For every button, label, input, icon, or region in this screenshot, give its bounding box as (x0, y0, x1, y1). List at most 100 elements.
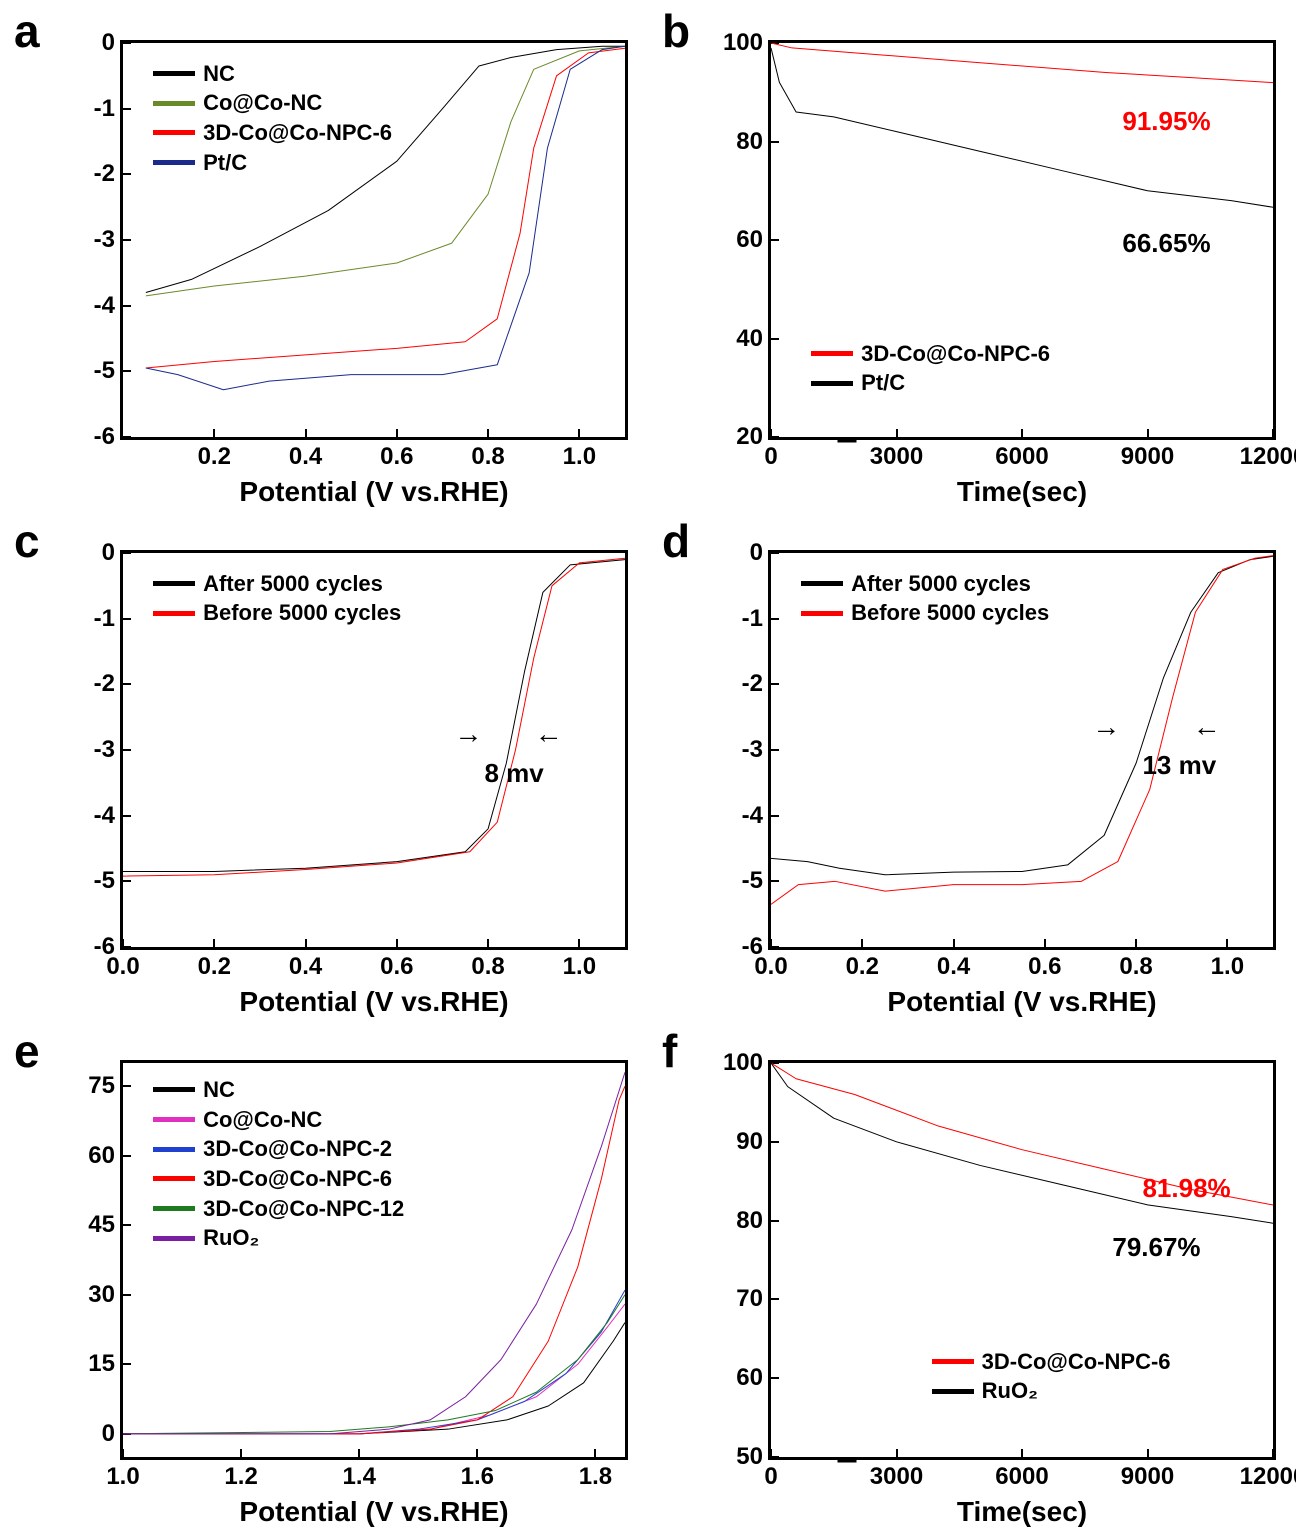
plot-area: 0.00.20.40.60.81.0-6-5-4-3-2-10After 500… (768, 550, 1276, 950)
legend-label: 3D-Co@Co-NPC-6 (203, 118, 392, 148)
legend-swatch (932, 1389, 974, 1394)
legend-label: 3D-Co@Co-NPC-12 (203, 1194, 404, 1224)
x-tick-label: 0.2 (846, 953, 879, 981)
y-tick-label: -3 (94, 736, 115, 764)
x-tick-label: 0.8 (471, 953, 504, 981)
x-tick-label: 12000 (1240, 1463, 1296, 1491)
legend: After 5000 cyclesBefore 5000 cycles (801, 569, 1049, 628)
series-line (123, 1323, 625, 1434)
plot-area: 1.01.21.41.61.801530456075NCCo@Co-NC3D-C… (120, 1060, 628, 1460)
y-tick-label: -5 (742, 867, 763, 895)
legend-label: Pt/C (861, 368, 905, 398)
legend-label: NC (203, 59, 235, 89)
arrow-annotation: ← (535, 718, 563, 750)
y-tick-label: 100 (723, 29, 763, 57)
legend-item: Co@Co-NC (153, 1105, 404, 1135)
y-tick-label: 80 (736, 1207, 763, 1235)
text-annotation: 91.95% (1122, 106, 1210, 137)
panel-label: d (662, 514, 690, 568)
panel-f: fRelative current density (%)Time(sec)03… (658, 1030, 1286, 1530)
x-axis-label: Time(sec) (768, 1496, 1276, 1528)
x-tick-label: 0 (764, 443, 777, 471)
legend: 3D-Co@Co-NPC-6RuO₂ (932, 1347, 1171, 1406)
x-tick-label: 9000 (1121, 443, 1174, 471)
y-tick-label: 60 (736, 1364, 763, 1392)
legend-swatch (153, 101, 195, 106)
legend-item: 3D-Co@Co-NPC-6 (153, 1164, 404, 1194)
legend-label: 3D-Co@Co-NPC-6 (203, 1164, 392, 1194)
y-tick-label: -2 (742, 670, 763, 698)
y-tick-label: -2 (94, 160, 115, 188)
plot-area: 03000600090001200050607080901003D-Co@Co-… (768, 1060, 1276, 1460)
legend-swatch (153, 1117, 195, 1122)
panel-c: cCurrent density (mA cm⁻²)Potential (V v… (10, 520, 638, 1020)
legend-label: 3D-Co@Co-NPC-2 (203, 1134, 392, 1164)
legend-label: NC (203, 1075, 235, 1105)
arrow-annotation: ← (1193, 711, 1221, 743)
legend-swatch (153, 1176, 195, 1181)
legend: NCCo@Co-NC3D-Co@Co-NPC-23D-Co@Co-NPC-63D… (153, 1075, 404, 1253)
arrow-annotation: → (454, 718, 482, 750)
y-tick-label: -1 (94, 95, 115, 123)
y-tick-label: -4 (94, 292, 115, 320)
y-tick-label: -1 (742, 605, 763, 633)
x-tick-label: 1.0 (1211, 953, 1244, 981)
legend-item: NC (153, 59, 392, 89)
y-tick-label: -5 (94, 357, 115, 385)
legend-item: After 5000 cycles (153, 569, 401, 599)
legend-label: After 5000 cycles (203, 569, 383, 599)
x-tick-label: 0.8 (471, 443, 504, 471)
y-tick-label: -6 (94, 933, 115, 961)
y-tick-label: -6 (94, 423, 115, 451)
legend-swatch (801, 581, 843, 586)
x-tick-label: 0.4 (289, 953, 322, 981)
legend-swatch (153, 130, 195, 135)
legend-item: 3D-Co@Co-NPC-6 (153, 118, 392, 148)
text-annotation: 79.67% (1112, 1232, 1200, 1263)
y-tick-label: -3 (742, 736, 763, 764)
x-axis-label: Potential (V vs.RHE) (120, 986, 628, 1018)
y-tick-label: -4 (742, 802, 763, 830)
panel-label: a (14, 4, 40, 58)
legend-label: 3D-Co@Co-NPC-6 (982, 1347, 1171, 1377)
y-tick-label: -2 (94, 670, 115, 698)
legend-label: After 5000 cycles (851, 569, 1031, 599)
y-tick-label: 30 (88, 1281, 115, 1309)
legend-swatch (153, 1236, 195, 1241)
legend-item: NC (153, 1075, 404, 1105)
series-line (123, 1290, 625, 1434)
x-tick-label: 0.8 (1119, 953, 1152, 981)
x-tick-label: 1.6 (461, 1463, 494, 1491)
x-tick-label: 6000 (995, 443, 1048, 471)
y-tick-label: 70 (736, 1285, 763, 1313)
plot-area: 0.00.20.40.60.81.0-6-5-4-3-2-10After 500… (120, 550, 628, 950)
legend-label: Before 5000 cycles (851, 598, 1049, 628)
legend-label: RuO₂ (982, 1376, 1038, 1406)
legend-swatch (153, 1206, 195, 1211)
panel-b: bRelative current density (%)Time(sec)03… (658, 10, 1286, 510)
legend-label: Co@Co-NC (203, 88, 322, 118)
x-tick-label: 0.4 (937, 953, 970, 981)
y-tick-label: -3 (94, 226, 115, 254)
x-tick-label: 0.6 (380, 443, 413, 471)
y-tick-label: 15 (88, 1350, 115, 1378)
x-tick-label: 0.6 (380, 953, 413, 981)
y-tick-label: 0 (102, 539, 115, 567)
x-tick-label: 1.0 (106, 1463, 139, 1491)
panel-label: e (14, 1024, 40, 1078)
legend-item: RuO₂ (153, 1223, 404, 1253)
x-tick-label: 0.4 (289, 443, 322, 471)
legend-label: Before 5000 cycles (203, 598, 401, 628)
y-tick-label: 0 (102, 1420, 115, 1448)
panel-a: aCurrent density (mA cm⁻²)Potential (V v… (10, 10, 638, 510)
legend-swatch (153, 1087, 195, 1092)
x-axis-label: Potential (V vs.RHE) (768, 986, 1276, 1018)
panel-e: eCurrent density (mA cm⁻²)Potential (V v… (10, 1030, 638, 1530)
x-tick-label: 0 (764, 1463, 777, 1491)
legend-item: Before 5000 cycles (153, 598, 401, 628)
x-tick-label: 0.6 (1028, 953, 1061, 981)
legend-item: 3D-Co@Co-NPC-2 (153, 1134, 404, 1164)
panel-d: dCurrent density (mA cm⁻²)Potential (V v… (658, 520, 1286, 1020)
panel-label: b (662, 4, 690, 58)
x-tick-label: 6000 (995, 1463, 1048, 1491)
